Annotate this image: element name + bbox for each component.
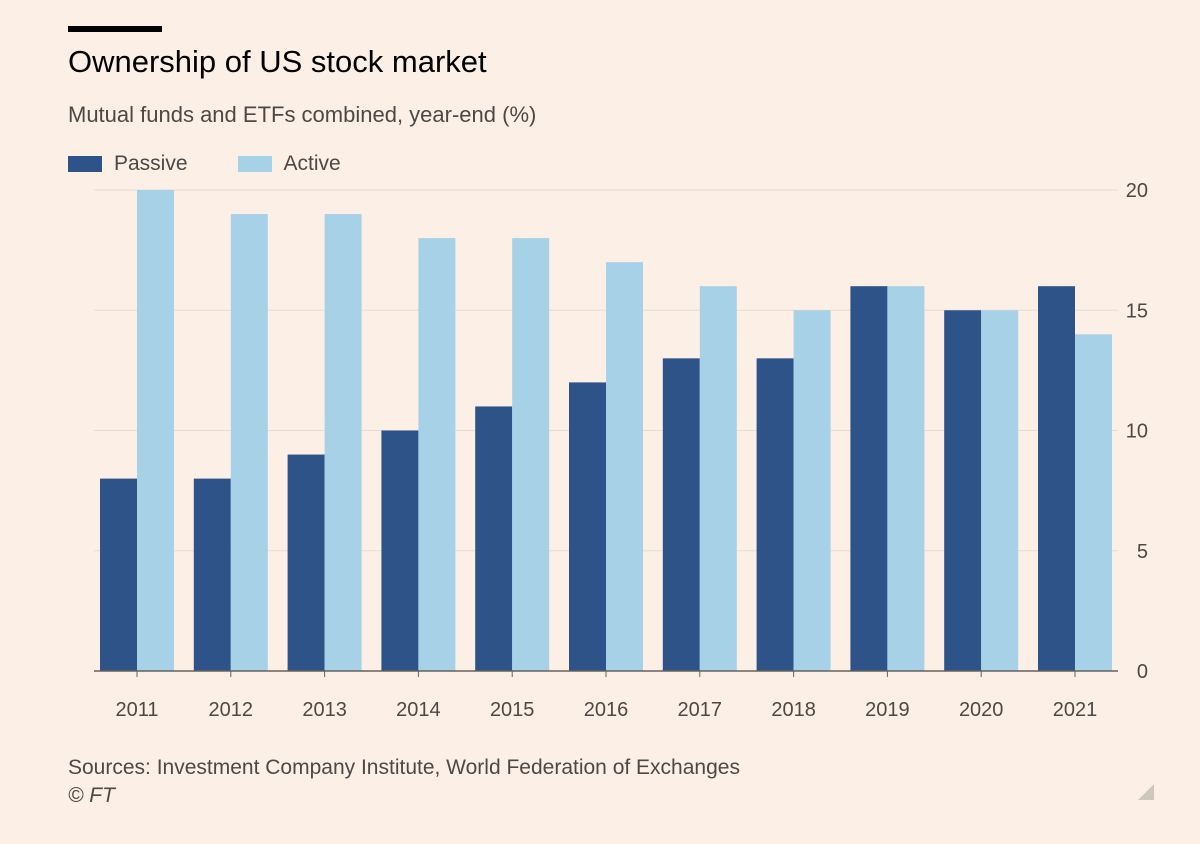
bar-active-2019 xyxy=(887,286,925,671)
bar-active-2016 xyxy=(606,262,643,671)
chart-title: Ownership of US stock market xyxy=(68,44,487,79)
bar-passive-2015 xyxy=(475,406,513,671)
x-tick-label: 2014 xyxy=(396,699,441,721)
bar-active-2017 xyxy=(699,286,737,671)
chart-subtitle: Mutual funds and ETFs combined, year-end… xyxy=(68,102,537,127)
legend: Passive Active xyxy=(68,151,391,177)
resize-handle-icon[interactable] xyxy=(1138,784,1154,800)
bar-active-2015 xyxy=(512,238,550,671)
bar-passive-2014 xyxy=(381,430,419,671)
bar-passive-2016 xyxy=(569,382,606,671)
bar-passive-2017 xyxy=(662,358,700,671)
bar-passive-2021 xyxy=(1038,286,1075,671)
bar-passive-2011 xyxy=(100,478,137,671)
bar-active-2021 xyxy=(1075,334,1112,671)
x-tick-label: 2018 xyxy=(771,699,816,721)
x-tick-label: 2012 xyxy=(209,699,254,721)
copyright-note: © FT xyxy=(68,784,115,807)
bar-active-2018 xyxy=(793,310,831,671)
x-tick-label: 2021 xyxy=(1053,699,1098,721)
bar-passive-2019 xyxy=(850,286,888,671)
bar-active-2012 xyxy=(230,214,268,672)
y-tick-label: 0 xyxy=(1137,661,1148,683)
x-tick-label: 2017 xyxy=(678,699,723,721)
bar-passive-2012 xyxy=(193,478,231,671)
x-tick-label: 2019 xyxy=(865,699,910,721)
legend-item-passive: Passive xyxy=(68,152,188,176)
x-tick-label: 2013 xyxy=(302,699,347,721)
legend-swatch-passive xyxy=(68,156,102,172)
y-tick-label: 20 xyxy=(1126,180,1148,202)
y-tick-label: 15 xyxy=(1126,300,1148,322)
bar-active-2011 xyxy=(137,190,174,671)
x-tick-label: 2011 xyxy=(115,699,158,721)
ft-header-rule xyxy=(68,26,162,32)
legend-label-active: Active xyxy=(283,152,341,175)
bar-passive-2013 xyxy=(287,454,325,671)
legend-label-passive: Passive xyxy=(114,152,188,175)
legend-item-active: Active xyxy=(237,152,341,176)
bar-passive-2020 xyxy=(944,310,982,671)
y-tick-label: 5 xyxy=(1137,541,1148,563)
y-tick-label: 10 xyxy=(1126,421,1148,443)
legend-swatch-active xyxy=(237,156,272,172)
bar-active-2013 xyxy=(324,214,362,672)
x-tick-label: 2020 xyxy=(959,699,1004,721)
x-tick-label: 2015 xyxy=(490,699,535,721)
bar-active-2014 xyxy=(418,238,456,671)
x-tick-label: 2016 xyxy=(584,699,629,721)
source-note: Sources: Investment Company Institute, W… xyxy=(68,756,740,779)
bar-passive-2018 xyxy=(756,358,794,671)
bar-active-2020 xyxy=(981,310,1019,671)
